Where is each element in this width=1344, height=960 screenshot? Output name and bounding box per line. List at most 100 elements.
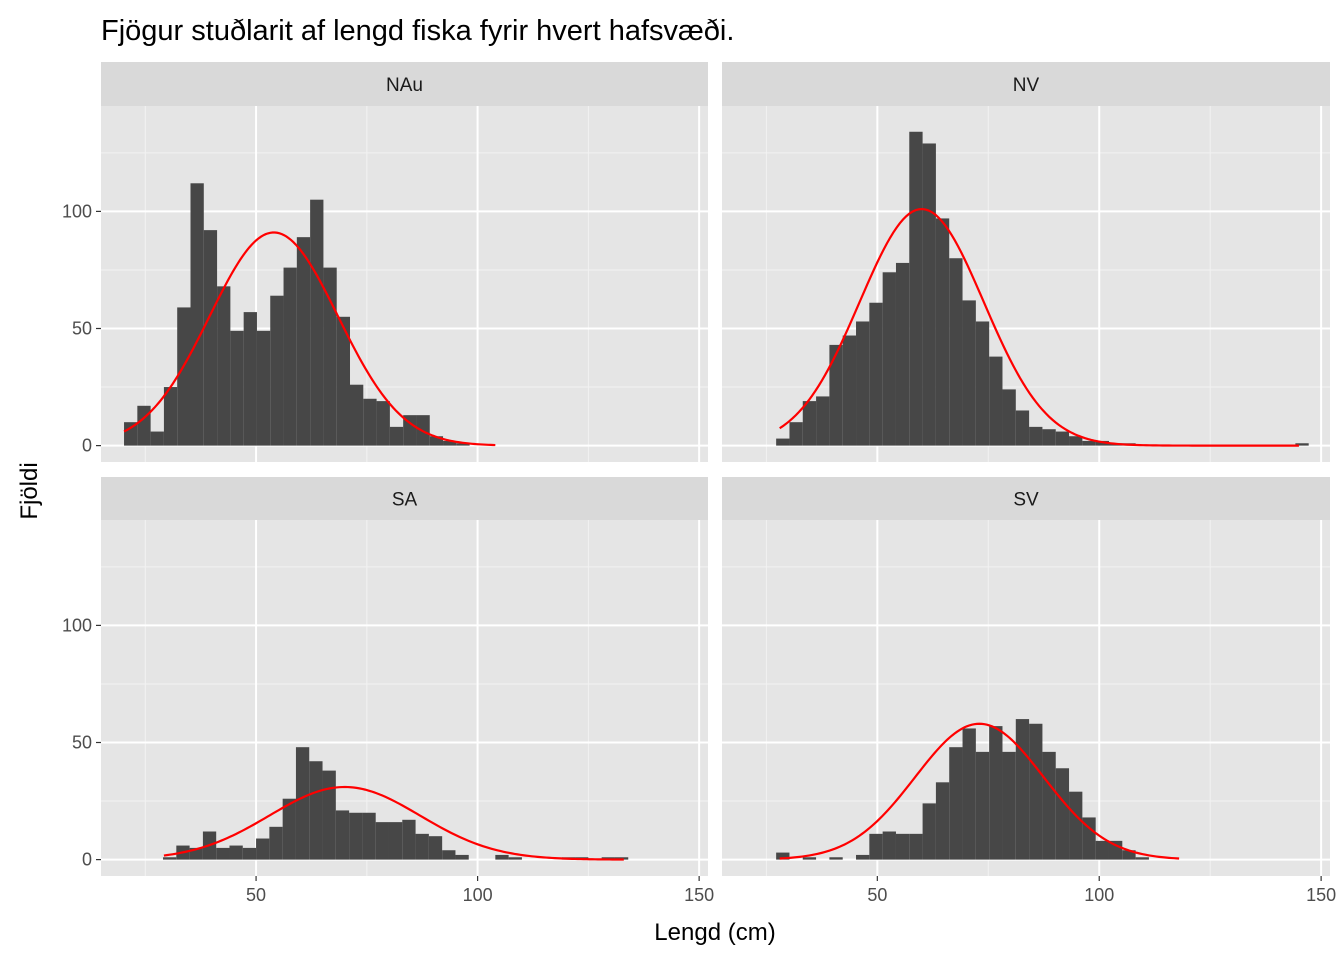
histogram-bar (350, 384, 364, 446)
histogram-bar (802, 401, 817, 446)
facet-strip (722, 477, 1330, 520)
y-tick-label: 0 (82, 436, 92, 456)
histogram-bar (1295, 443, 1309, 446)
histogram-bar (882, 831, 896, 860)
histogram-bar (124, 422, 138, 446)
histogram-bar (1082, 440, 1096, 446)
histogram-bar (842, 335, 857, 446)
histogram-bar (1002, 751, 1016, 860)
facet-strip (722, 62, 1330, 106)
histogram-bar (909, 131, 923, 446)
histogram-bar (137, 405, 151, 446)
histogram-bar (429, 436, 444, 446)
histogram-bar (909, 833, 923, 860)
histogram-bar (296, 237, 311, 446)
histogram-bar (375, 822, 389, 860)
histogram-bar (1042, 751, 1056, 860)
histogram-bar (336, 316, 351, 446)
histogram-bar (388, 822, 403, 860)
histogram-bar (230, 330, 244, 446)
histogram-bar (402, 819, 416, 860)
histogram-bar (1069, 436, 1083, 446)
y-tick-label: 50 (72, 733, 92, 753)
facet-strip (101, 477, 708, 520)
histogram-bar (1029, 723, 1043, 860)
histogram-bar (190, 183, 204, 446)
histogram-bar (455, 854, 469, 860)
histogram-bar (856, 321, 870, 446)
histogram-bar (322, 770, 336, 860)
histogram-bar (376, 401, 390, 446)
facet-panel-nau: NAu 0 50 100 (62, 62, 708, 462)
facet-panel-sa: SA 0 50 100 50 100 150 (62, 477, 714, 905)
x-tick-label: 50 (246, 885, 266, 905)
histogram-bar (443, 440, 457, 446)
histogram-bar (256, 838, 270, 860)
histogram-bar (962, 300, 976, 446)
normal-density-curve (163, 785, 624, 861)
histogram-bar (403, 415, 417, 446)
histogram-bar (1069, 791, 1083, 860)
histogram-bar (217, 286, 231, 446)
normal-density-curve (779, 207, 1299, 447)
x-tick-label: 150 (1306, 885, 1336, 905)
histogram-bar (309, 761, 323, 860)
histogram-bar (1055, 768, 1070, 860)
histogram-bar (270, 295, 284, 446)
histogram-bar (177, 307, 191, 446)
y-tick-label: 100 (62, 201, 92, 221)
histogram-bar (802, 857, 817, 860)
normal-density-curve (779, 722, 1180, 860)
histogram-bar (189, 847, 203, 860)
histogram-bar (776, 852, 790, 860)
y-tick-label: 50 (72, 319, 92, 339)
histogram-bar (1015, 410, 1030, 446)
facet-panel-sv: SV 50 100 150 (722, 477, 1336, 905)
facet-strip (101, 62, 708, 106)
histogram-bar (269, 826, 283, 860)
histogram-bar (203, 230, 218, 446)
histogram-bar (789, 422, 803, 446)
histogram-bar (163, 387, 178, 446)
y-tick-label: 0 (82, 850, 92, 870)
histogram-bar (256, 330, 271, 446)
x-tick-label: 50 (867, 885, 887, 905)
histogram-bar (1082, 817, 1096, 860)
x-tick-label: 150 (684, 885, 714, 905)
histogram-bar (895, 262, 910, 446)
x-tick-label: 100 (463, 885, 493, 905)
histogram-bar (323, 267, 337, 446)
histogram-bar (989, 356, 1003, 446)
histogram-bar (242, 847, 257, 860)
histogram-bar (949, 258, 963, 446)
histogram-bar (962, 728, 976, 860)
histogram-bar (1135, 857, 1149, 860)
histogram-bar (335, 810, 350, 860)
histogram-bar (1015, 719, 1030, 860)
histogram-bar (495, 854, 509, 860)
histogram-bar (428, 836, 443, 860)
histogram-bar (456, 443, 470, 446)
histogram-bar (415, 833, 429, 860)
histogram-bar (363, 398, 377, 446)
histogram-bar (895, 833, 910, 860)
x-axis-title: Lengd (cm) (654, 919, 775, 946)
facet-strip-label: SA (392, 490, 418, 511)
histogram-bar (1095, 440, 1109, 446)
histogram-bar (869, 833, 883, 860)
panel-background (101, 520, 708, 876)
histogram-bar (389, 426, 404, 446)
histogram-bar (816, 396, 830, 446)
histogram-bar (1029, 426, 1043, 446)
histogram-bar (362, 812, 376, 860)
histogram-bar (295, 747, 310, 860)
histogram-bar (922, 143, 936, 446)
histogram-bar (949, 747, 963, 860)
histogram-bar (216, 847, 230, 860)
histogram-bar (243, 312, 257, 446)
histogram-bar (829, 857, 843, 860)
histogram-bar (829, 344, 843, 446)
histogram-bar (1122, 850, 1136, 860)
y-tick-label: 100 (62, 615, 92, 635)
